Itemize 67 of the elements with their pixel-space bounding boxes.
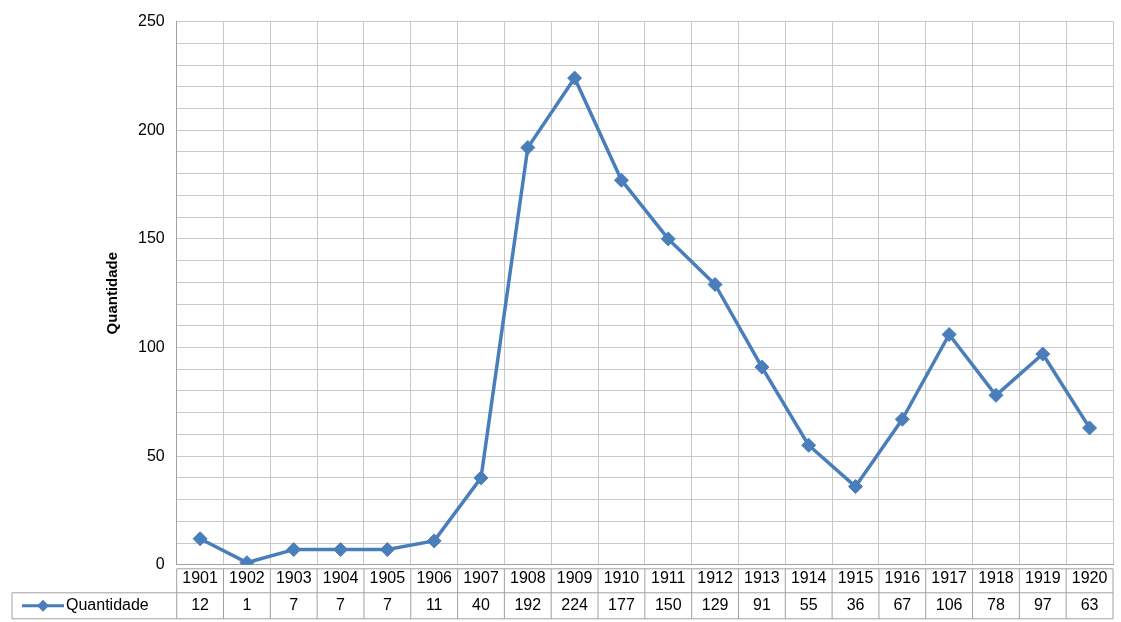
data-label: 192: [514, 596, 542, 614]
x-tick-label: 1914: [790, 568, 827, 586]
x-tick-label: 1901: [182, 568, 218, 586]
x-tick-label: 1912: [697, 568, 733, 586]
point: [660, 231, 676, 247]
point: [473, 470, 489, 486]
x-tick-label: 1911: [651, 568, 686, 586]
x-tick-label: 1915: [837, 568, 874, 586]
point: [848, 479, 864, 495]
x-tick-label: 1906: [416, 568, 453, 586]
data-label: 36: [846, 596, 865, 614]
y-tick-label: 150: [137, 229, 165, 247]
data-label: 7: [289, 596, 299, 614]
point: [988, 387, 1004, 403]
point: [286, 542, 302, 558]
data-label: 97: [1033, 596, 1052, 614]
point: [379, 542, 395, 558]
x-tick-label: 1904: [322, 568, 359, 586]
x-tick-label: 1907: [463, 568, 499, 586]
data-label: 11: [425, 596, 443, 614]
x-tick-label: 1905: [369, 568, 406, 586]
point: [333, 542, 349, 558]
legend-label: Quantidade: [66, 596, 149, 614]
y-tick-label: 0: [155, 555, 165, 573]
data-label: 1: [242, 596, 252, 614]
point: [941, 326, 957, 342]
x-tick-label: 1916: [884, 568, 921, 586]
y-tick-label: 250: [137, 12, 165, 30]
data-label: 7: [336, 596, 346, 614]
x-tick-label: 1902: [229, 568, 265, 586]
data-label: 67: [893, 596, 912, 614]
x-tick-label: 1910: [603, 568, 640, 586]
data-label: 106: [935, 596, 963, 614]
data-label: 224: [561, 596, 589, 614]
point: [567, 70, 583, 86]
x-tick-label: 1909: [556, 568, 593, 586]
data-label: 7: [382, 596, 392, 614]
y-tick-label: 100: [137, 337, 165, 355]
x-tick-label: 1917: [931, 568, 968, 586]
data-label: 40: [472, 596, 490, 614]
data-label: 12: [191, 596, 210, 614]
point: [520, 140, 536, 156]
point: [1035, 346, 1051, 362]
data-label: 63: [1080, 596, 1099, 614]
x-tick-label: 1908: [510, 568, 546, 586]
point: [426, 533, 442, 549]
point: [754, 359, 770, 375]
point: [613, 172, 629, 188]
x-tick-label: 1903: [275, 568, 312, 586]
point: [1082, 420, 1098, 436]
point: [801, 437, 817, 453]
point: [707, 277, 723, 293]
y-axis-title: Quantidade: [103, 251, 121, 335]
point: [894, 411, 910, 427]
data-label: 55: [799, 596, 818, 614]
data-label: 91: [752, 596, 771, 614]
x-tick-label: 1919: [1024, 568, 1061, 586]
y-tick-label: 50: [146, 446, 165, 464]
y-tick-label: 200: [137, 120, 165, 138]
data-label: 177: [608, 596, 635, 614]
x-tick-label: 1913: [744, 568, 780, 586]
point: [192, 531, 208, 547]
x-tick-label: 1918: [978, 568, 1014, 586]
data-label: 150: [654, 596, 682, 614]
data-label: 78: [987, 596, 1005, 614]
x-tick-label: 1920: [1071, 568, 1108, 586]
data-label: 129: [701, 596, 729, 614]
